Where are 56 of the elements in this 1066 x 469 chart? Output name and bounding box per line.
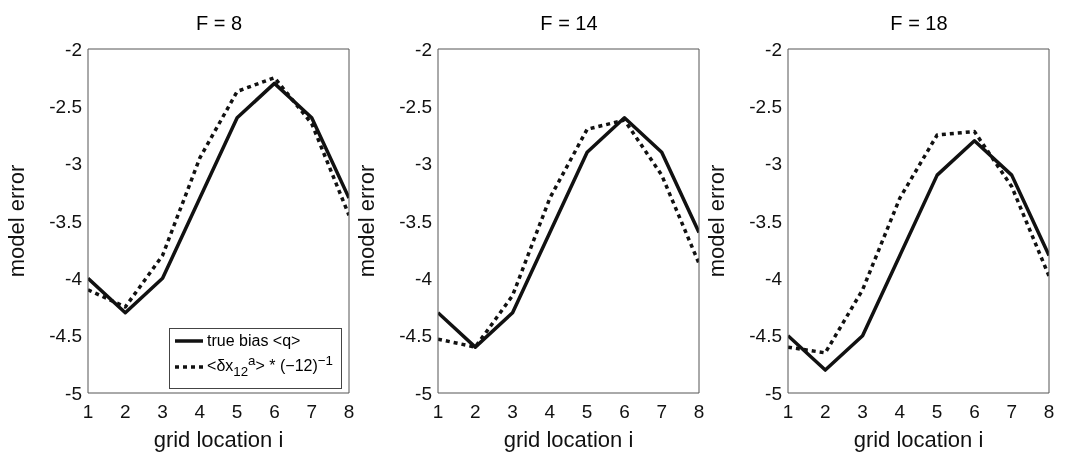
x-tick-label: 5 [931,401,943,423]
x-axis-title: grid location i [503,427,634,452]
x-tick-label: 1 [432,401,444,423]
y-tick-label: -2.5 [399,96,432,118]
x-tick-label: 1 [782,401,794,423]
y-tick-label: -2 [415,38,432,60]
y-tick-label: -5 [65,382,82,404]
x-tick-label: 2 [470,401,481,423]
y-tick-label: -4 [65,268,83,290]
y-axis-title: model error [703,164,729,278]
legend-label: true bias <q> [207,331,301,352]
x-tick-label: 6 [269,401,280,423]
y-tick-label: -4 [415,268,433,290]
chart-title: F = 18 [889,12,949,35]
x-tick-label: 8 [343,401,355,423]
y-tick-label: -3 [65,153,82,175]
y-tick-label: -3.5 [749,210,782,232]
y-tick-label: -5 [765,382,782,404]
y-axis-title: model error [353,164,379,278]
chart-title: F = 14 [539,12,599,35]
y-tick-label: -2 [65,38,82,60]
x-tick-label: 8 [693,401,705,423]
x-tick-label: 4 [194,401,206,423]
y-tick-label: -4 [765,268,783,290]
chart-title: F = 8 [194,12,244,35]
x-tick-label: 7 [656,401,667,423]
x-tick-label: 4 [894,401,906,423]
x-tick-label: 3 [157,401,168,423]
x-axis-title: grid location i [853,427,984,452]
x-tick-label: 2 [120,401,131,423]
y-tick-label: -3 [415,153,432,175]
y-axis-title: model error [3,164,29,278]
x-tick-label: 1 [82,401,94,423]
y-tick-label: -3 [765,153,782,175]
x-axis-title: grid location i [153,427,284,452]
y-tick-label: -4.5 [49,325,82,347]
y-tick-label: -3.5 [49,210,82,232]
y-tick-label: -2 [765,38,782,60]
y-tick-label: -5 [415,382,432,404]
x-tick-label: 4 [544,401,556,423]
x-tick-label: 3 [857,401,868,423]
y-tick-label: -4.5 [399,325,432,347]
x-tick-label: 2 [820,401,831,423]
x-tick-label: 5 [231,401,243,423]
x-tick-label: 3 [507,401,518,423]
x-tick-label: 7 [1006,401,1017,423]
y-tick-label: -3.5 [399,210,432,232]
x-tick-label: 5 [581,401,593,423]
y-tick-label: -4.5 [749,325,782,347]
legend-label: <δx$_{12}$$^{a}$> * (−12)$^{−1}$ [207,352,333,381]
x-tick-label: 7 [306,401,317,423]
x-tick-label: 6 [619,401,630,423]
x-tick-label: 6 [969,401,980,423]
y-tick-label: -2.5 [749,96,782,118]
y-tick-label: -2.5 [49,96,82,118]
x-tick-label: 8 [1043,401,1055,423]
